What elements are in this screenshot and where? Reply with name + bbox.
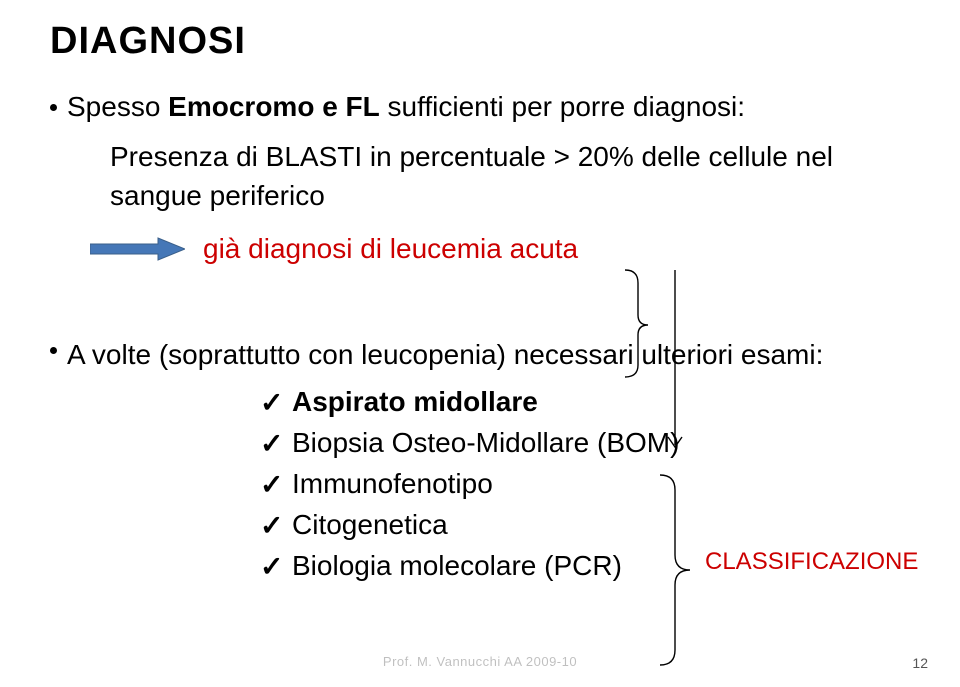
bullet-dot-icon (50, 347, 57, 354)
bullet-1-text: Spesso Emocromo e FL sufficienti per por… (67, 91, 745, 123)
check-item-label: Immunofenotipo (292, 468, 493, 500)
bullet-2-text: A volte (soprattutto con leucopenia) nec… (67, 335, 823, 376)
bullet-1-suffix: sufficienti per porre diagnosi: (388, 91, 745, 122)
check-item-label: Biologia molecolare (PCR) (292, 550, 622, 582)
check-item: ✓ Biopsia Osteo-Midollare (BOM) (260, 427, 910, 460)
diagnosis-red-text: già diagnosi di leucemia acuta (203, 233, 578, 265)
check-item-label: Aspirato midollare (292, 386, 538, 418)
bullet-1-prefix: Spesso (67, 91, 168, 122)
arrow-right-icon (90, 236, 185, 262)
page-number: 12 (912, 655, 928, 671)
check-icon: ✓ (260, 509, 280, 542)
check-item: ✓ Aspirato midollare (260, 386, 910, 419)
check-icon: ✓ (260, 386, 280, 419)
page-title: DIAGNOSI (50, 20, 910, 63)
check-icon: ✓ (260, 427, 280, 460)
bullet-1: Spesso Emocromo e FL sufficienti per por… (50, 91, 910, 123)
bullet-dot-icon (50, 104, 57, 111)
footer-watermark: Prof. M. Vannucchi AA 2009-10 (383, 654, 577, 669)
check-item: ✓ Citogenetica (260, 509, 910, 542)
check-item-label: Biopsia Osteo-Midollare (BOM) (292, 427, 679, 459)
check-icon: ✓ (260, 550, 280, 583)
arrow-row: già diagnosi di leucemia acuta (90, 233, 910, 265)
classificazione-label: CLASSIFICAZIONE (705, 548, 918, 576)
bullet-1-bold: Emocromo e FL (168, 91, 380, 122)
check-item-label: Citogenetica (292, 509, 448, 541)
check-icon: ✓ (260, 468, 280, 501)
sub-line-1: Presenza di BLASTI in percentuale > 20% … (110, 137, 890, 215)
check-item: ✓ Immunofenotipo (260, 468, 910, 501)
bullet-2: A volte (soprattutto con leucopenia) nec… (50, 335, 910, 376)
slide: DIAGNOSI Spesso Emocromo e FL sufficient… (0, 0, 960, 687)
